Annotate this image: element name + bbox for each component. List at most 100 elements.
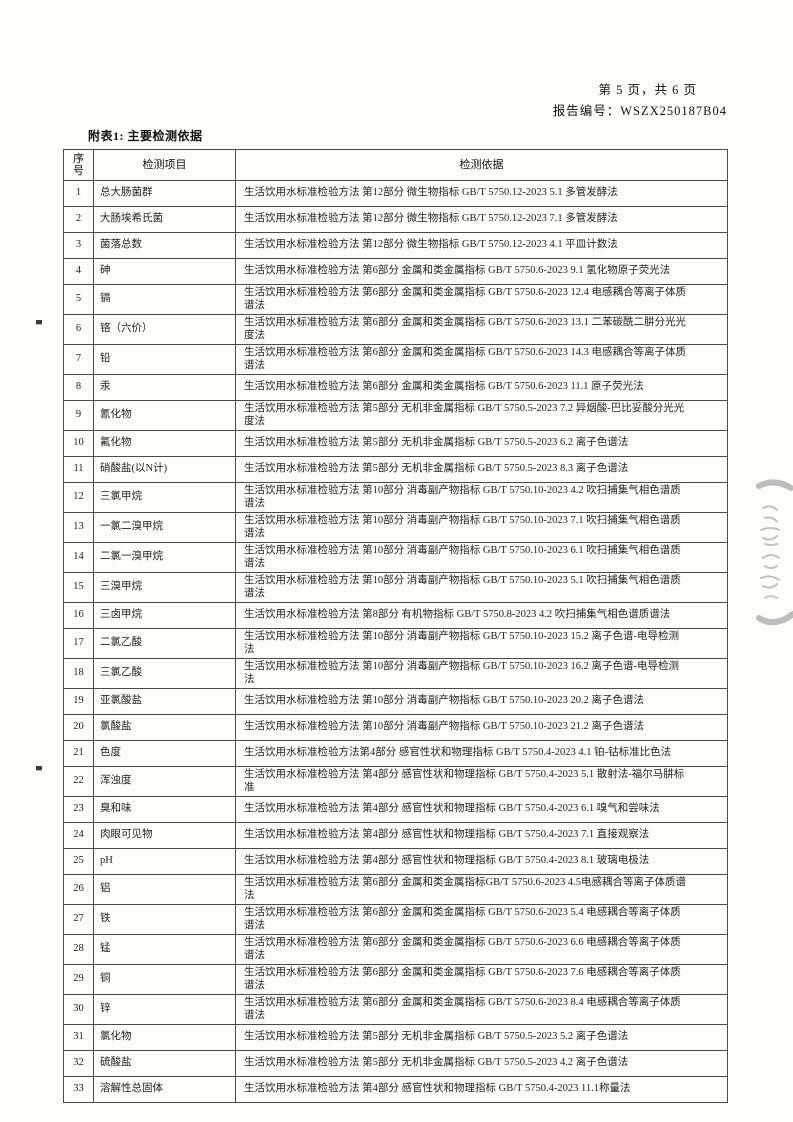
table-row: 1 总大肠菌群 生活饮用水标准检验方法 第12部分 微生物指标 GB/T 575… xyxy=(63,180,728,207)
item-name: 汞 xyxy=(93,374,236,401)
table-row: 31 氯化物 生活饮用水标准检验方法 第5部分 无机非金属指标 GB/T 575… xyxy=(63,1024,728,1051)
table-row: 19 亚氯酸盐 生活饮用水标准检验方法 第10部分 消毒副产物指标 GB/T 5… xyxy=(63,688,728,715)
basis-text: 生活饮用水标准检验方法 第10部分 消毒副产物指标 GB/T 5750.10-2… xyxy=(235,714,728,741)
basis-text: 生活饮用水标准检验方法 第4部分 感官性状和物理指标 GB/T 5750.4-2… xyxy=(235,822,728,849)
basis-text: 生活饮用水标准检验方法第4部分 感官性状和物理指标 GB/T 5750.4-20… xyxy=(235,740,728,767)
item-name: 浑浊度 xyxy=(93,766,236,797)
item-name: 锰 xyxy=(93,934,236,965)
table-row: 2 大肠埃希氏菌 生活饮用水标准检验方法 第12部分 微生物指标 GB/T 57… xyxy=(63,206,728,233)
basis-text: 生活饮用水标准检验方法 第6部分 金属和类金属指标 GB/T 5750.6-20… xyxy=(235,258,728,285)
item-name: 三氯甲烷 xyxy=(93,482,236,513)
basis-text: 生活饮用水标准检验方法 第6部分 金属和类金属指标 GB/T 5750.6-20… xyxy=(235,284,728,315)
row-number: 10 xyxy=(63,430,94,457)
table-row: 20 氯酸盐 生活饮用水标准检验方法 第10部分 消毒副产物指标 GB/T 57… xyxy=(63,714,728,741)
basis-text: 生活饮用水标准检验方法 第6部分 金属和类金属指标 GB/T 5750.6-20… xyxy=(235,374,728,401)
scan-mark xyxy=(36,766,42,770)
item-name: 大肠埃希氏菌 xyxy=(93,206,236,233)
row-number: 11 xyxy=(63,456,94,483)
table-title: 附表1: 主要检测依据 xyxy=(88,129,203,143)
item-name: 三卤甲烷 xyxy=(93,602,236,629)
report-number-line: 报告编号：WSZX250187B04 xyxy=(553,101,727,122)
table-row: 24 肉眼可见物 生活饮用水标准检验方法 第4部分 感官性状和物理指标 GB/T… xyxy=(63,822,728,849)
table-row: 33 溶解性总固体 生活饮用水标准检验方法 第4部分 感官性状和物理指标 GB/… xyxy=(63,1076,728,1103)
basis-text: 生活饮用水标准检验方法 第4部分 感官性状和物理指标 GB/T 5750.4-2… xyxy=(235,848,728,875)
table-row: 14 二氯一溴甲烷 生活饮用水标准检验方法 第10部分 消毒副产物指标 GB/T… xyxy=(63,542,728,573)
row-number: 7 xyxy=(63,344,94,375)
row-number: 20 xyxy=(63,714,94,741)
basis-text: 生活饮用水标准检验方法 第5部分 无机非金属指标 GB/T 5750.5-202… xyxy=(235,1024,728,1051)
header-basis: 检测依据 xyxy=(235,149,728,181)
item-name: 铬（六价） xyxy=(93,314,236,345)
table-row: 11 硝酸盐(以N计) 生活饮用水标准检验方法 第5部分 无机非金属指标 GB/… xyxy=(63,456,728,483)
table-row: 6 铬（六价） 生活饮用水标准检验方法 第6部分 金属和类金属指标 GB/T 5… xyxy=(63,314,728,345)
table-row: 12 三氯甲烷 生活饮用水标准检验方法 第10部分 消毒副产物指标 GB/T 5… xyxy=(63,482,728,513)
item-name: 一氯二溴甲烷 xyxy=(93,512,236,543)
basis-text: 生活饮用水标准检验方法 第6部分 金属和类金属指标 GB/T 5750.6-20… xyxy=(235,344,728,375)
row-number: 33 xyxy=(63,1076,94,1103)
basis-text: 生活饮用水标准检验方法 第8部分 有机物指标 GB/T 5750.8-2023 … xyxy=(235,602,728,629)
row-number: 4 xyxy=(63,258,94,285)
row-number: 17 xyxy=(63,628,94,659)
document-header: 第 5 页，共 6 页 报告编号：WSZX250187B04 xyxy=(553,80,727,122)
item-name: 亚氯酸盐 xyxy=(93,688,236,715)
item-name: 镉 xyxy=(93,284,236,315)
row-number: 31 xyxy=(63,1024,94,1051)
test-basis-table: 序号 检测项目 检测依据 1 总大肠菌群 生活饮用水标准检验方法 第12部分 微… xyxy=(63,149,728,1103)
row-number: 23 xyxy=(63,796,94,823)
basis-text: 生活饮用水标准检验方法 第6部分 金属和类金属指标 GB/T 5750.6-20… xyxy=(235,964,728,995)
row-number: 3 xyxy=(63,232,94,259)
table-row: 23 臭和味 生活饮用水标准检验方法 第4部分 感官性状和物理指标 GB/T 5… xyxy=(63,796,728,823)
table-row: 26 铝 生活饮用水标准检验方法 第6部分 金属和类金属指标GB/T 5750.… xyxy=(63,874,728,905)
item-name: 二氯乙酸 xyxy=(93,628,236,659)
scan-mark xyxy=(36,320,42,324)
table-row: 25 pH 生活饮用水标准检验方法 第4部分 感官性状和物理指标 GB/T 57… xyxy=(63,848,728,875)
row-number: 18 xyxy=(63,658,94,689)
item-name: 氰化物 xyxy=(93,400,236,431)
item-name: 氯化物 xyxy=(93,1024,236,1051)
basis-text: 生活饮用水标准检验方法 第10部分 消毒副产物指标 GB/T 5750.10-2… xyxy=(235,628,728,659)
basis-text: 生活饮用水标准检验方法 第5部分 无机非金属指标 GB/T 5750.5-202… xyxy=(235,400,728,431)
row-number: 27 xyxy=(63,904,94,935)
row-number: 26 xyxy=(63,874,94,905)
item-name: 菌落总数 xyxy=(93,232,236,259)
row-number: 16 xyxy=(63,602,94,629)
row-number: 15 xyxy=(63,572,94,603)
header-item: 检测项目 xyxy=(93,149,236,181)
row-number: 1 xyxy=(63,180,94,207)
item-name: 硫酸盐 xyxy=(93,1050,236,1077)
row-number: 32 xyxy=(63,1050,94,1077)
table-header-row: 序号 检测项目 检测依据 xyxy=(63,149,728,181)
item-name: 色度 xyxy=(93,740,236,767)
table-row: 22 浑浊度 生活饮用水标准检验方法 第4部分 感官性状和物理指标 GB/T 5… xyxy=(63,766,728,797)
basis-text: 生活饮用水标准检验方法 第6部分 金属和类金属指标 GB/T 5750.6-20… xyxy=(235,934,728,965)
basis-text: 生活饮用水标准检验方法 第5部分 无机非金属指标 GB/T 5750.5-202… xyxy=(235,430,728,457)
table-row: 30 锌 生活饮用水标准检验方法 第6部分 金属和类金属指标 GB/T 5750… xyxy=(63,994,728,1025)
row-number: 13 xyxy=(63,512,94,543)
table-row: 5 镉 生活饮用水标准检验方法 第6部分 金属和类金属指标 GB/T 5750.… xyxy=(63,284,728,315)
row-number: 9 xyxy=(63,400,94,431)
row-number: 2 xyxy=(63,206,94,233)
row-number: 14 xyxy=(63,542,94,573)
table-row: 28 锰 生活饮用水标准检验方法 第6部分 金属和类金属指标 GB/T 5750… xyxy=(63,934,728,965)
row-number: 12 xyxy=(63,482,94,513)
basis-text: 生活饮用水标准检验方法 第4部分 感官性状和物理指标 GB/T 5750.4-2… xyxy=(235,766,728,797)
row-number: 19 xyxy=(63,688,94,715)
basis-text: 生活饮用水标准检验方法 第6部分 金属和类金属指标GB/T 5750.6-202… xyxy=(235,874,728,905)
row-number: 21 xyxy=(63,740,94,767)
item-name: 二氯一溴甲烷 xyxy=(93,542,236,573)
basis-text: 生活饮用水标准检验方法 第10部分 消毒副产物指标 GB/T 5750.10-2… xyxy=(235,572,728,603)
header-no: 序号 xyxy=(63,149,94,181)
basis-text: 生活饮用水标准检验方法 第5部分 无机非金属指标 GB/T 5750.5-202… xyxy=(235,456,728,483)
table-row: 10 氟化物 生活饮用水标准检验方法 第5部分 无机非金属指标 GB/T 575… xyxy=(63,430,728,457)
report-number-value: WSZX250187B04 xyxy=(620,104,727,118)
basis-text: 生活饮用水标准检验方法 第10部分 消毒副产物指标 GB/T 5750.10-2… xyxy=(235,658,728,689)
report-number-label: 报告编号： xyxy=(552,104,621,118)
item-name: 锌 xyxy=(93,994,236,1025)
item-name: 总大肠菌群 xyxy=(93,180,236,207)
item-name: 臭和味 xyxy=(93,796,236,823)
basis-text: 生活饮用水标准检验方法 第10部分 消毒副产物指标 GB/T 5750.10-2… xyxy=(235,512,728,543)
table-row: 27 铁 生活饮用水标准检验方法 第6部分 金属和类金属指标 GB/T 5750… xyxy=(63,904,728,935)
item-name: 铝 xyxy=(93,874,236,905)
item-name: pH xyxy=(93,848,236,875)
